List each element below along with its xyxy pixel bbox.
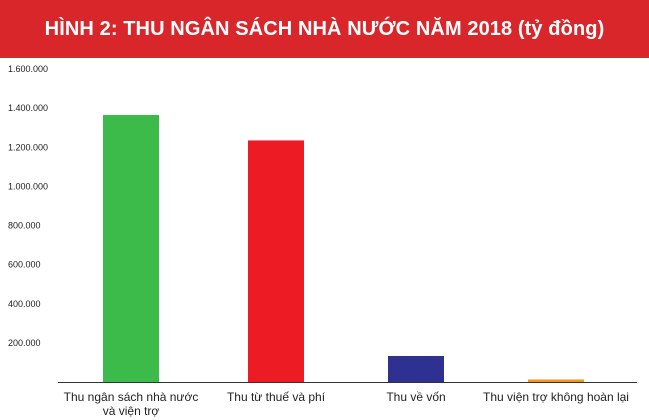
bar xyxy=(103,114,159,383)
y-tick-label: 400.000 xyxy=(8,299,41,309)
chart-title-bar: HÌNH 2: THU NGÂN SÁCH NHÀ NƯỚC NĂM 2018 … xyxy=(0,0,649,58)
y-tick-label: 600.000 xyxy=(8,260,41,270)
y-tick-label: 1.200.000 xyxy=(8,142,48,152)
bar xyxy=(388,355,444,382)
y-tick-label: 200.000 xyxy=(8,338,41,348)
x-tick-label: và viện trợ xyxy=(103,404,160,418)
bar xyxy=(528,379,584,382)
x-tick-label: Thu viện trợ không hoàn lại xyxy=(483,390,629,404)
chart-title: HÌNH 2: THU NGÂN SÁCH NHÀ NƯỚC NĂM 2018 … xyxy=(44,17,605,40)
y-tick-label: 800.000 xyxy=(8,221,41,231)
y-tick-label: 1.000.000 xyxy=(8,181,48,191)
x-tick-label: Thu ngân sách nhà nước xyxy=(64,390,199,404)
x-tick-label: Thu từ thuế và phí xyxy=(227,390,326,404)
y-tick-label: 1.600.000 xyxy=(8,64,48,74)
x-tick-label: Thu về vốn xyxy=(386,390,445,404)
y-tick-label: 1.400.000 xyxy=(8,103,48,113)
bar xyxy=(248,140,304,382)
